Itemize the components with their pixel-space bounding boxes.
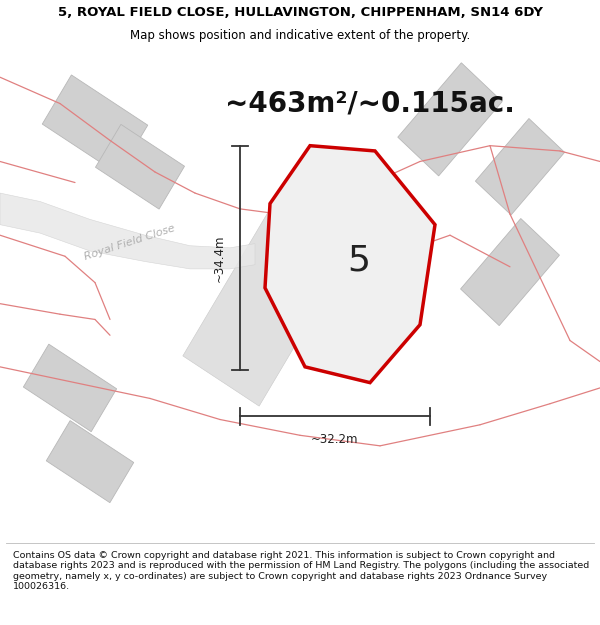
- Polygon shape: [23, 344, 116, 432]
- Polygon shape: [461, 219, 559, 326]
- Polygon shape: [183, 191, 357, 406]
- Polygon shape: [398, 62, 502, 176]
- Text: 5, ROYAL FIELD CLOSE, HULLAVINGTON, CHIPPENHAM, SN14 6DY: 5, ROYAL FIELD CLOSE, HULLAVINGTON, CHIP…: [58, 6, 542, 19]
- Text: Map shows position and indicative extent of the property.: Map shows position and indicative extent…: [130, 29, 470, 42]
- Text: ~463m²/~0.115ac.: ~463m²/~0.115ac.: [225, 89, 515, 118]
- Text: ~32.2m: ~32.2m: [311, 433, 359, 446]
- Polygon shape: [95, 124, 185, 209]
- Polygon shape: [475, 119, 565, 215]
- Text: Royal Field Close: Royal Field Close: [83, 223, 177, 262]
- Text: ~34.4m: ~34.4m: [213, 234, 226, 282]
- Text: 5: 5: [347, 244, 370, 278]
- Polygon shape: [46, 421, 134, 502]
- Polygon shape: [265, 146, 435, 382]
- Polygon shape: [42, 75, 148, 174]
- Text: Contains OS data © Crown copyright and database right 2021. This information is : Contains OS data © Crown copyright and d…: [13, 551, 589, 591]
- Polygon shape: [0, 193, 255, 269]
